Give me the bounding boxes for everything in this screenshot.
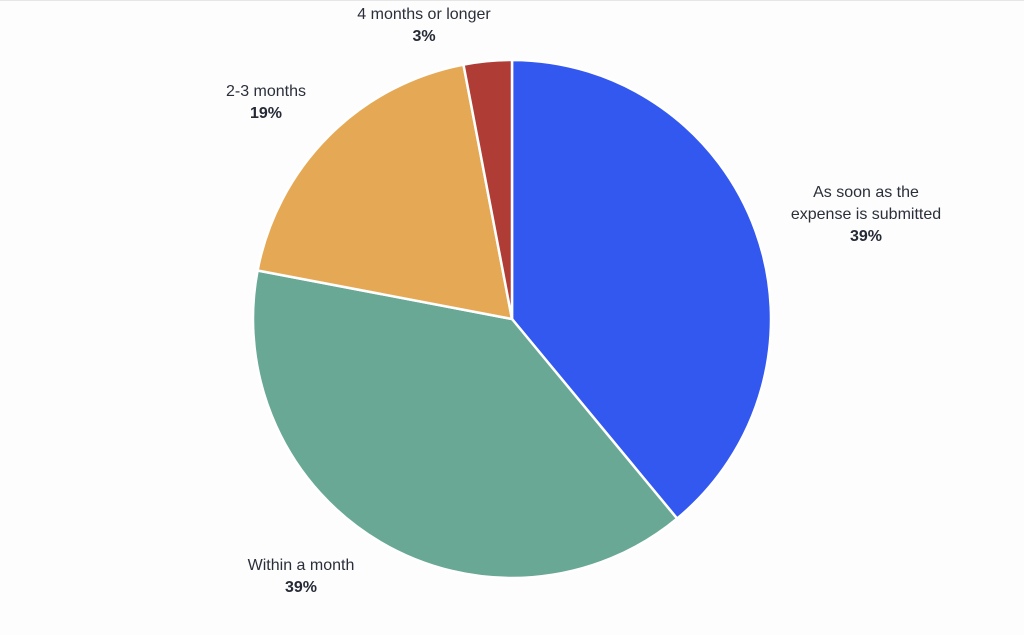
pie-slice-within-a-month: [251, 269, 679, 580]
pie-slice-2-3-months: [256, 63, 514, 321]
label-as-soon-as-submitted: As soon as the expense is submitted 39%: [790, 184, 942, 245]
label-2-3-months: 2-3 months 19%: [225, 83, 307, 122]
label-4-months-or-longer: 4 months or longer 3%: [357, 6, 491, 45]
top-divider: [0, 0, 1024, 1]
label-within-a-month: Within a month 39%: [247, 557, 355, 596]
pie-slice-as-soon-as-the-expense-is-submitted: [510, 58, 773, 520]
pie-slice-4-months-or-longer: [462, 58, 514, 321]
